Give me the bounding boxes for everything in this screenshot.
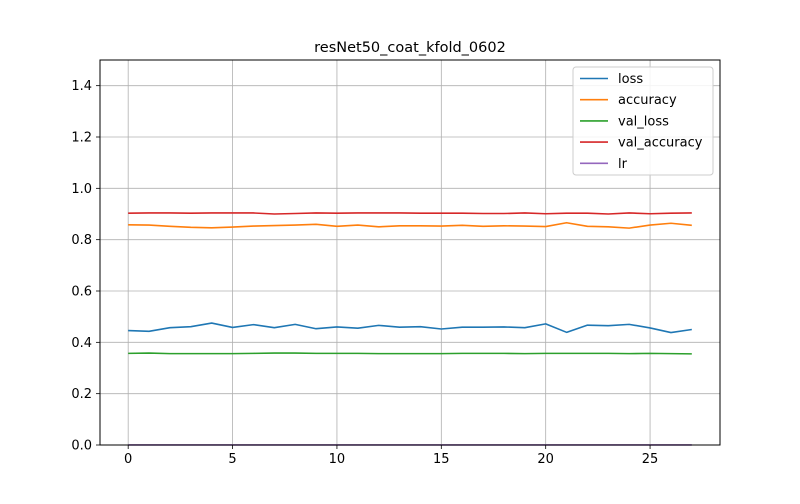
y-tick-label: 1.4 [71,79,92,94]
y-tick-label: 0.2 [71,387,92,402]
x-tick-label: 20 [537,452,554,467]
chart-title: resNet50_coat_kfold_0602 [314,40,506,56]
x-tick-label: 15 [433,452,450,467]
y-tick-label: 1.2 [71,131,92,146]
x-tick-label: 0 [124,452,132,467]
legend-label: val_accuracy [618,136,703,151]
grid-lines [100,60,720,446]
y-tick-label: 0.8 [71,233,92,248]
series-line-val-accuracy [128,212,692,215]
y-tick-label: 1.0 [71,182,92,197]
x-tick-label: 5 [228,452,236,467]
legend-label: loss [618,72,643,87]
series-line-val-loss [128,352,692,355]
axis-ticks: 0 5 10 15 20 25 0.0 0.2 0.4 0.6 0.8 1.0 1.2 1.4 [71,79,658,467]
y-tick-label: 0.4 [71,336,92,351]
series-line-loss [128,322,692,334]
plot-area-frame [99,59,721,446]
series-line-accuracy [128,221,692,229]
legend-label: val_loss [618,114,669,129]
x-tick-label: 25 [642,452,659,467]
legend-label: lr [618,157,628,172]
legend-label: accuracy [618,93,677,108]
x-tick-label: 10 [329,452,346,467]
y-tick-label: 0.6 [71,285,92,300]
y-tick-label: 0.0 [71,439,92,454]
legend-box [572,66,714,176]
